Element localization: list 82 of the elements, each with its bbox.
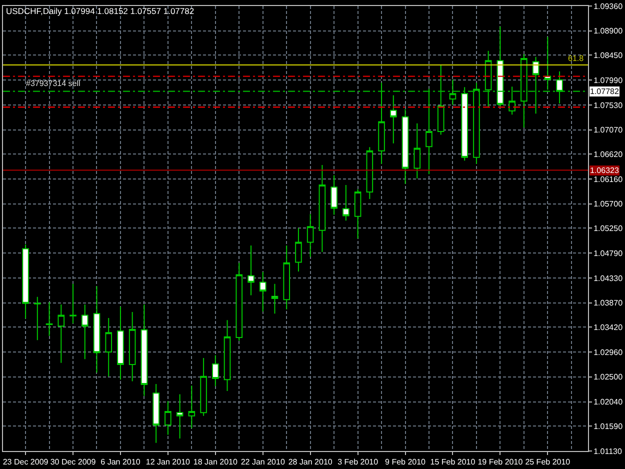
- candlestick: [117, 306, 124, 380]
- y-tick-label: 1.03420: [594, 322, 624, 332]
- candlestick: [212, 354, 219, 387]
- x-tick-label: 12 Jan 2010: [146, 458, 191, 467]
- candlestick: [93, 286, 100, 374]
- candlestick: [378, 82, 385, 164]
- candlestick: [484, 50, 492, 108]
- x-tick-label: 9 Feb 2010: [385, 458, 426, 467]
- y-tick-label: 1.04790: [594, 248, 624, 258]
- y-tick-label: 1.05700: [594, 200, 624, 209]
- y-tick-label: 1.02040: [594, 398, 624, 407]
- y-tick-label: 1.01130: [594, 446, 622, 456]
- candlestick: [496, 26, 504, 108]
- candlestick: [520, 54, 528, 128]
- x-tick-label: 3 Feb 2010: [338, 458, 379, 467]
- candlestick: [22, 244, 29, 320]
- candlestick: [295, 228, 302, 272]
- candlestick: [461, 86, 468, 162]
- candlestick: [128, 312, 136, 382]
- candlestick: [152, 383, 160, 444]
- y-tick-label: 1.03870: [594, 298, 624, 308]
- y-tick-label: 1.09360: [594, 2, 624, 11]
- candlestick: [164, 400, 172, 436]
- y-tick-label: 1.02960: [594, 348, 624, 357]
- candlestick: [224, 320, 231, 392]
- candlestick: [366, 146, 374, 200]
- x-tick-label: 30 Dec 2009: [50, 458, 96, 467]
- candlestick: [473, 82, 480, 164]
- candlestick: [70, 283, 76, 324]
- candlestick: [342, 184, 350, 222]
- x-tick-label: 22 Jan 2010: [240, 458, 286, 467]
- y-tick-label: 1.06160: [594, 174, 624, 184]
- x-tick-label: 19 Feb 2010: [478, 458, 524, 467]
- y-tick-label: 1.08900: [594, 26, 624, 36]
- candlestick: [188, 385, 196, 429]
- y-tick-label: 1.02500: [594, 372, 624, 382]
- candlestick: [271, 283, 278, 314]
- candlestick: [449, 79, 456, 106]
- y-tick-label: 1.07990: [594, 76, 624, 85]
- annotation: #37937314 sell: [26, 79, 80, 88]
- candlestick: [437, 64, 444, 136]
- x-tick-label: 25 Feb 2010: [525, 458, 571, 467]
- candlestick: [508, 86, 516, 116]
- candlestick: [34, 296, 41, 341]
- chart-title: USDCHF,Daily 1.07994 1.08152 1.07557 1.07782: [6, 6, 194, 16]
- candlestick: [283, 245, 290, 310]
- candlestick: [176, 394, 184, 440]
- candlestick: [236, 262, 243, 342]
- y-tick-label: 1.04330: [594, 274, 624, 283]
- y-tick-label: 1.06620: [594, 150, 624, 159]
- candlestick: [532, 56, 540, 114]
- candlestick: [200, 358, 207, 416]
- x-tick-label: 28 Jan 2010: [288, 458, 333, 467]
- candlestick: [390, 94, 397, 144]
- candlestick: [259, 272, 266, 312]
- candlestick: [402, 108, 409, 184]
- candlestick: [354, 188, 362, 239]
- candlestick: [81, 304, 88, 360]
- y-tick-label: 1.07530: [594, 100, 624, 110]
- candlestick: [248, 245, 254, 296]
- candlestick: [556, 70, 563, 104]
- candlestick: [306, 214, 314, 258]
- x-tick-label: 15 Feb 2010: [430, 458, 476, 467]
- y-tick-label: 1.08450: [594, 51, 624, 60]
- y-tick-label: 1.05250: [594, 224, 624, 234]
- y-tick-label: 1.01590: [594, 422, 624, 431]
- candlestick: [426, 88, 432, 175]
- annotation: 61.8: [568, 54, 584, 63]
- candlestick: [140, 304, 148, 396]
- candlestick: [318, 164, 326, 253]
- candlestick: [414, 122, 421, 179]
- ref-line-label: 1.07782: [590, 87, 620, 96]
- x-tick-label: 18 Jan 2010: [193, 458, 238, 467]
- candlestick: [46, 302, 53, 336]
- candlestick: [105, 317, 112, 377]
- ref-line-label: 1.06323: [590, 166, 620, 175]
- y-tick-label: 1.07070: [594, 126, 624, 135]
- candlestick: [544, 36, 552, 90]
- candlestick: [58, 304, 65, 364]
- x-tick-label: 6 Jan 2010: [100, 458, 141, 467]
- x-tick-label: 23 Dec 2009: [2, 458, 49, 467]
- candlestick: [330, 174, 338, 216]
